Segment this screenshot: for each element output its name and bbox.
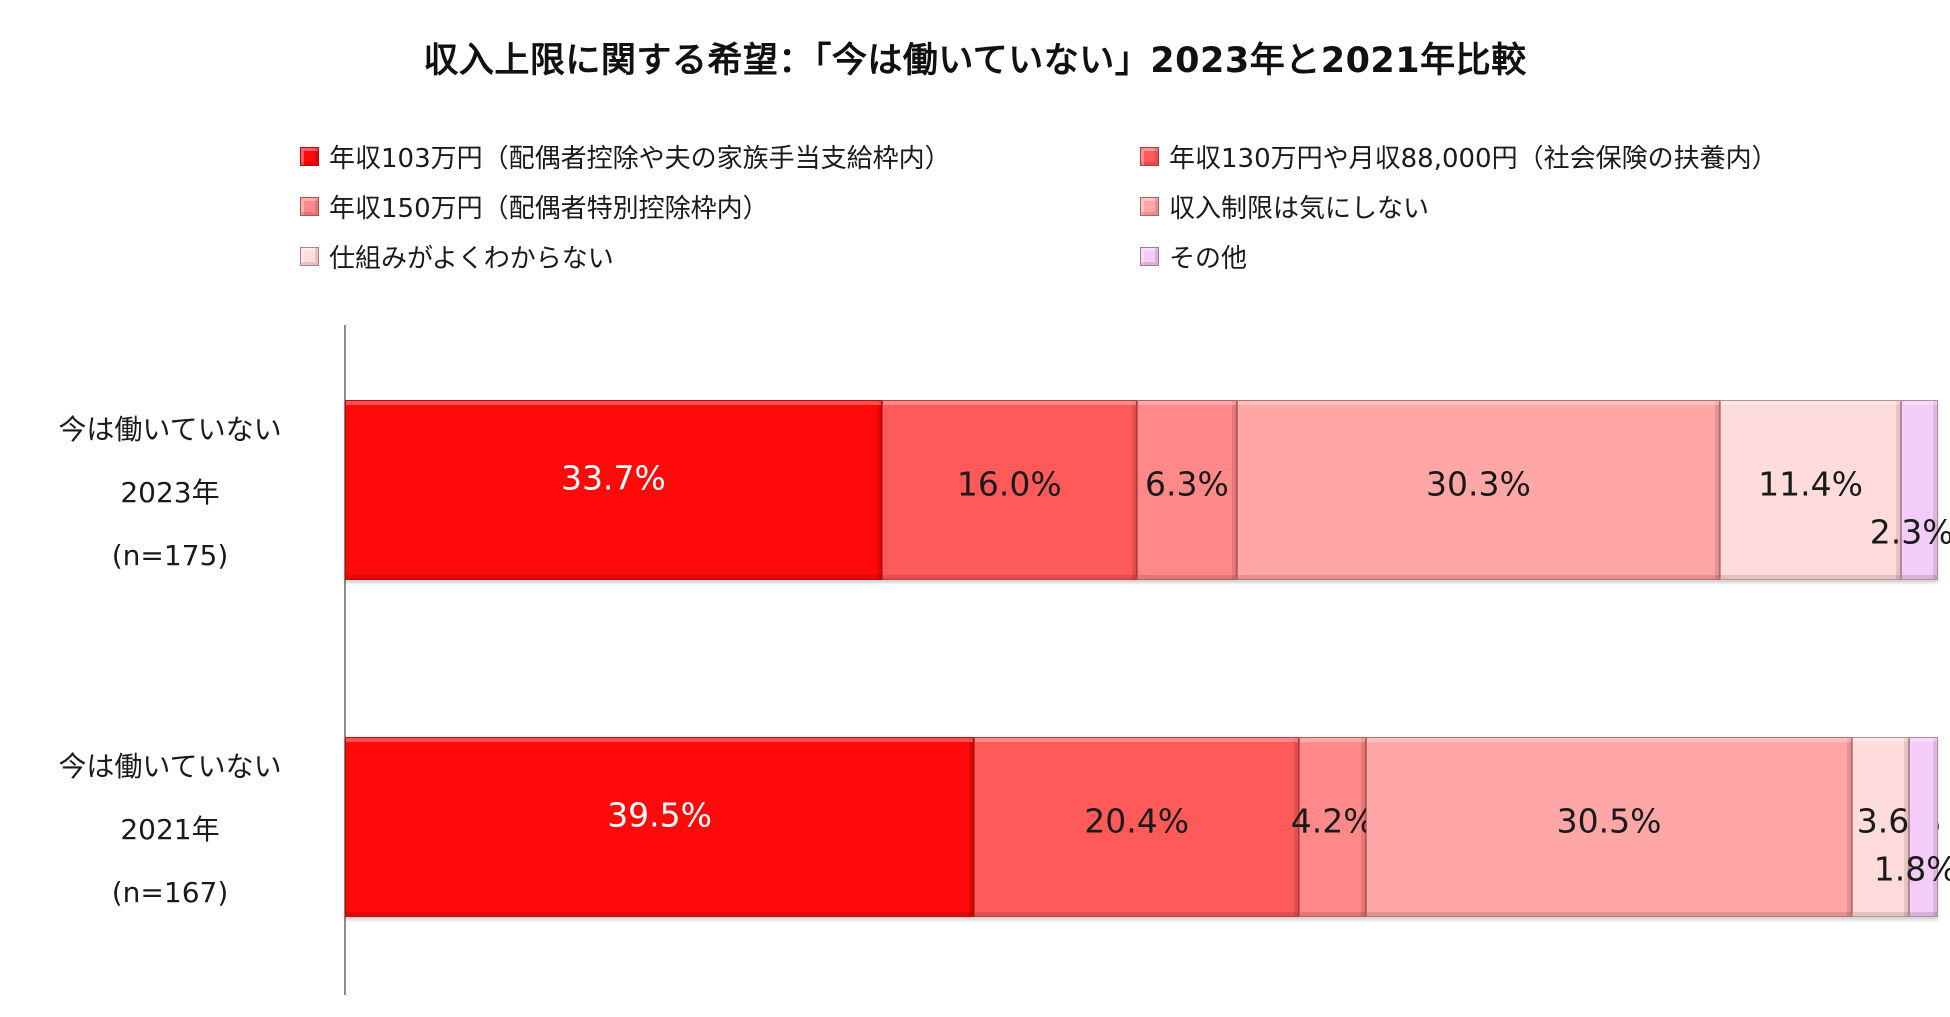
bar-segment [345, 400, 882, 580]
bar-segment [1299, 737, 1367, 917]
legend-swatch [300, 247, 319, 266]
chart-title: 収入上限に関する希望：「今は働いていない」2023年と2021年比較 [423, 41, 1527, 81]
category-label: 今は働いていない 2021年 (n=167) [20, 735, 320, 924]
legend-swatch [1140, 247, 1159, 266]
legend-swatch [300, 147, 319, 166]
legend-item: 年収103万円（配偶者控除や夫の家族手当支給枠内） [300, 138, 951, 175]
data-label: 33.7% [560, 458, 666, 498]
data-label: 1.8% [1873, 849, 1950, 889]
legend-label: 仕組みがよくわからない [329, 244, 614, 274]
category-label-line: (n=175) [111, 539, 229, 572]
category-label-line: 今は働いていない [58, 413, 282, 446]
category-axis-line [344, 325, 346, 995]
data-label: 4.2% [1290, 801, 1375, 841]
category-label-line: 2021年 [120, 813, 220, 846]
legend: 年収103万円（配偶者控除や夫の家族手当支給枠内） 年収130万円や月収88,00… [300, 138, 1920, 288]
legend-item: 年収130万円や月収88,000円（社会保険の扶養内） [1140, 138, 1778, 175]
bar-segment [1366, 737, 1852, 917]
bar-segment [881, 400, 1137, 580]
legend-item: その他 [1140, 238, 1247, 275]
legend-label: 年収103万円（配偶者控除や夫の家族手当支給枠内） [329, 144, 951, 174]
legend-swatch [1140, 197, 1159, 216]
data-label: 20.4% [1084, 801, 1190, 841]
legend-item: 収入制限は気にしない [1140, 188, 1429, 225]
legend-item: 年収150万円（配偶者特別控除枠内） [300, 188, 769, 225]
legend-label: 年収150万円（配偶者特別控除枠内） [329, 194, 769, 224]
category-label-line: 2023年 [120, 476, 220, 509]
legend-swatch [1140, 147, 1159, 166]
bar-segment [345, 737, 975, 917]
data-label: 2.3% [1869, 512, 1950, 552]
bar-segment [1136, 400, 1238, 580]
data-label: 30.3% [1425, 464, 1531, 504]
legend-swatch [300, 197, 319, 216]
bar-segment [1719, 400, 1902, 580]
data-label: 6.3% [1144, 464, 1229, 504]
data-label: 3.6% [1856, 801, 1941, 841]
legend-label: 収入制限は気にしない [1169, 194, 1430, 224]
data-label: 30.5% [1556, 801, 1662, 841]
data-label: 11.4% [1758, 464, 1863, 504]
bar-segment [1237, 400, 1720, 580]
bar-segment [1901, 400, 1938, 580]
legend-label: その他 [1169, 244, 1248, 274]
category-label-line: 今は働いていない [58, 750, 282, 783]
category-label-line: (n=167) [111, 876, 229, 909]
bar-segment [1851, 737, 1910, 917]
bar-segment [1909, 737, 1938, 917]
bar-segment [974, 737, 1300, 917]
legend-item: 仕組みがよくわからない [300, 238, 614, 275]
data-label: 39.5% [607, 795, 713, 835]
data-label: 16.0% [956, 464, 1062, 504]
legend-label: 年収130万円や月収88,000円（社会保険の扶養内） [1169, 144, 1778, 174]
category-label: 今は働いていない 2023年 (n=175) [20, 398, 320, 587]
